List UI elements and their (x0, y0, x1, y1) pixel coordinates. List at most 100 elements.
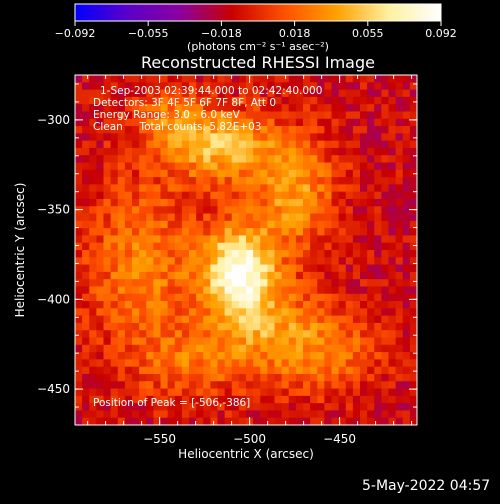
heatmap-pixel (196, 126, 204, 134)
heatmap-pixel (253, 337, 261, 346)
heatmap-pixel (352, 388, 361, 397)
heatmap-pixel (217, 337, 226, 346)
heatmap-pixel (395, 293, 404, 302)
heatmap-pixel (324, 198, 333, 207)
heatmap-pixel (374, 147, 382, 156)
heatmap-pixel (267, 279, 276, 288)
colorbar-tick-label: −0.018 (201, 27, 242, 40)
heatmap-pixel (402, 111, 411, 120)
heatmap-pixel (338, 352, 347, 360)
heatmap-pixel (174, 75, 183, 83)
heatmap-pixel (117, 169, 126, 178)
heatmap-pixel (360, 242, 368, 251)
heatmap-pixel (153, 184, 162, 193)
heatmap-pixel (153, 315, 162, 324)
heatmap-pixel (224, 220, 233, 229)
heatmap-pixel (267, 250, 276, 258)
heatmap-pixel (281, 388, 290, 397)
heatmap-pixel (267, 133, 276, 142)
heatmap-pixel (338, 96, 347, 105)
heatmap-pixel (360, 96, 368, 105)
heatmap-pixel (231, 381, 240, 390)
heatmap-pixel (274, 177, 283, 185)
heatmap-pixel (360, 228, 368, 237)
heatmap-pixel (331, 133, 340, 142)
heatmap-pixel (381, 228, 390, 237)
heatmap-pixel (196, 118, 204, 127)
heatmap-pixel (260, 242, 268, 251)
heatmap-pixel (117, 82, 126, 91)
heatmap-pixel (381, 293, 390, 302)
heatmap-pixel (345, 235, 354, 244)
heatmap-pixel (139, 155, 147, 164)
heatmap-pixel (153, 75, 162, 83)
heatmap-pixel (203, 381, 211, 390)
heatmap-pixel (409, 184, 417, 193)
heatmap-pixel (374, 344, 382, 353)
heatmap-pixel (110, 89, 119, 98)
heatmap-pixel (210, 198, 219, 207)
heatmap-pixel (381, 388, 390, 397)
heatmap-pixel (388, 162, 397, 171)
heatmap-pixel (75, 147, 83, 156)
heatmap-pixel (395, 147, 404, 156)
heatmap-pixel (203, 417, 211, 425)
heatmap-pixel (267, 417, 276, 425)
heatmap-pixel (189, 344, 197, 353)
heatmap-pixel (288, 301, 297, 309)
heatmap-pixel (409, 315, 417, 324)
heatmap-pixel (260, 191, 268, 200)
heatmap-pixel (317, 198, 325, 207)
heatmap-pixel (82, 82, 90, 91)
heatmap-pixel (260, 126, 268, 134)
heatmap-pixel (331, 257, 340, 266)
heatmap-pixel (160, 162, 169, 171)
heatmap-pixel (117, 198, 126, 207)
heatmap-pixel (260, 315, 268, 324)
heatmap-pixel (317, 293, 325, 302)
heatmap-pixel (317, 191, 325, 200)
heatmap-pixel (82, 373, 90, 382)
heatmap-pixel (75, 315, 83, 324)
heatmap-pixel (89, 147, 97, 156)
heatmap-pixel (295, 264, 304, 273)
heatmap-pixel (253, 286, 261, 295)
heatmap-pixel (167, 89, 176, 98)
heatmap-pixel (89, 242, 97, 251)
heatmap-pixel (317, 286, 325, 295)
heatmap-pixel (231, 257, 240, 266)
heatmap-pixel (96, 359, 105, 368)
heatmap-pixel (338, 279, 347, 288)
heatmap-pixel (260, 213, 268, 222)
heatmap-pixel (367, 75, 375, 83)
heatmap-pixel (402, 271, 411, 280)
heatmap-pixel (160, 264, 169, 273)
heatmap-pixel (338, 344, 347, 353)
heatmap-pixel (345, 373, 354, 382)
heatmap-pixel (181, 75, 190, 83)
annotation-energy-range: Energy Range: 3.0 - 6.0 keV (93, 109, 241, 121)
heatmap-pixel (295, 147, 304, 156)
heatmap-pixel (324, 301, 333, 309)
heatmap-pixel (360, 264, 368, 273)
heatmap-pixel (224, 96, 233, 105)
heatmap-pixel (274, 206, 283, 215)
heatmap-pixel (231, 264, 240, 273)
heatmap-pixel (75, 235, 83, 244)
heatmap-pixel (331, 250, 340, 258)
heatmap-pixel (132, 206, 140, 215)
heatmap-pixel (402, 352, 411, 360)
heatmap-pixel (160, 242, 169, 251)
heatmap-pixel (331, 169, 340, 178)
heatmap-pixel (374, 155, 382, 164)
heatmap-pixel (181, 198, 190, 207)
heatmap-pixel (345, 395, 354, 404)
heatmap-pixel (409, 388, 417, 397)
heatmap-pixel (267, 315, 276, 324)
heatmap-pixel (345, 126, 354, 134)
heatmap-pixel (89, 410, 97, 419)
heatmap-pixel (82, 162, 90, 171)
heatmap-pixel (103, 337, 112, 346)
heatmap-pixel (139, 293, 147, 302)
heatmap-pixel (260, 257, 268, 266)
